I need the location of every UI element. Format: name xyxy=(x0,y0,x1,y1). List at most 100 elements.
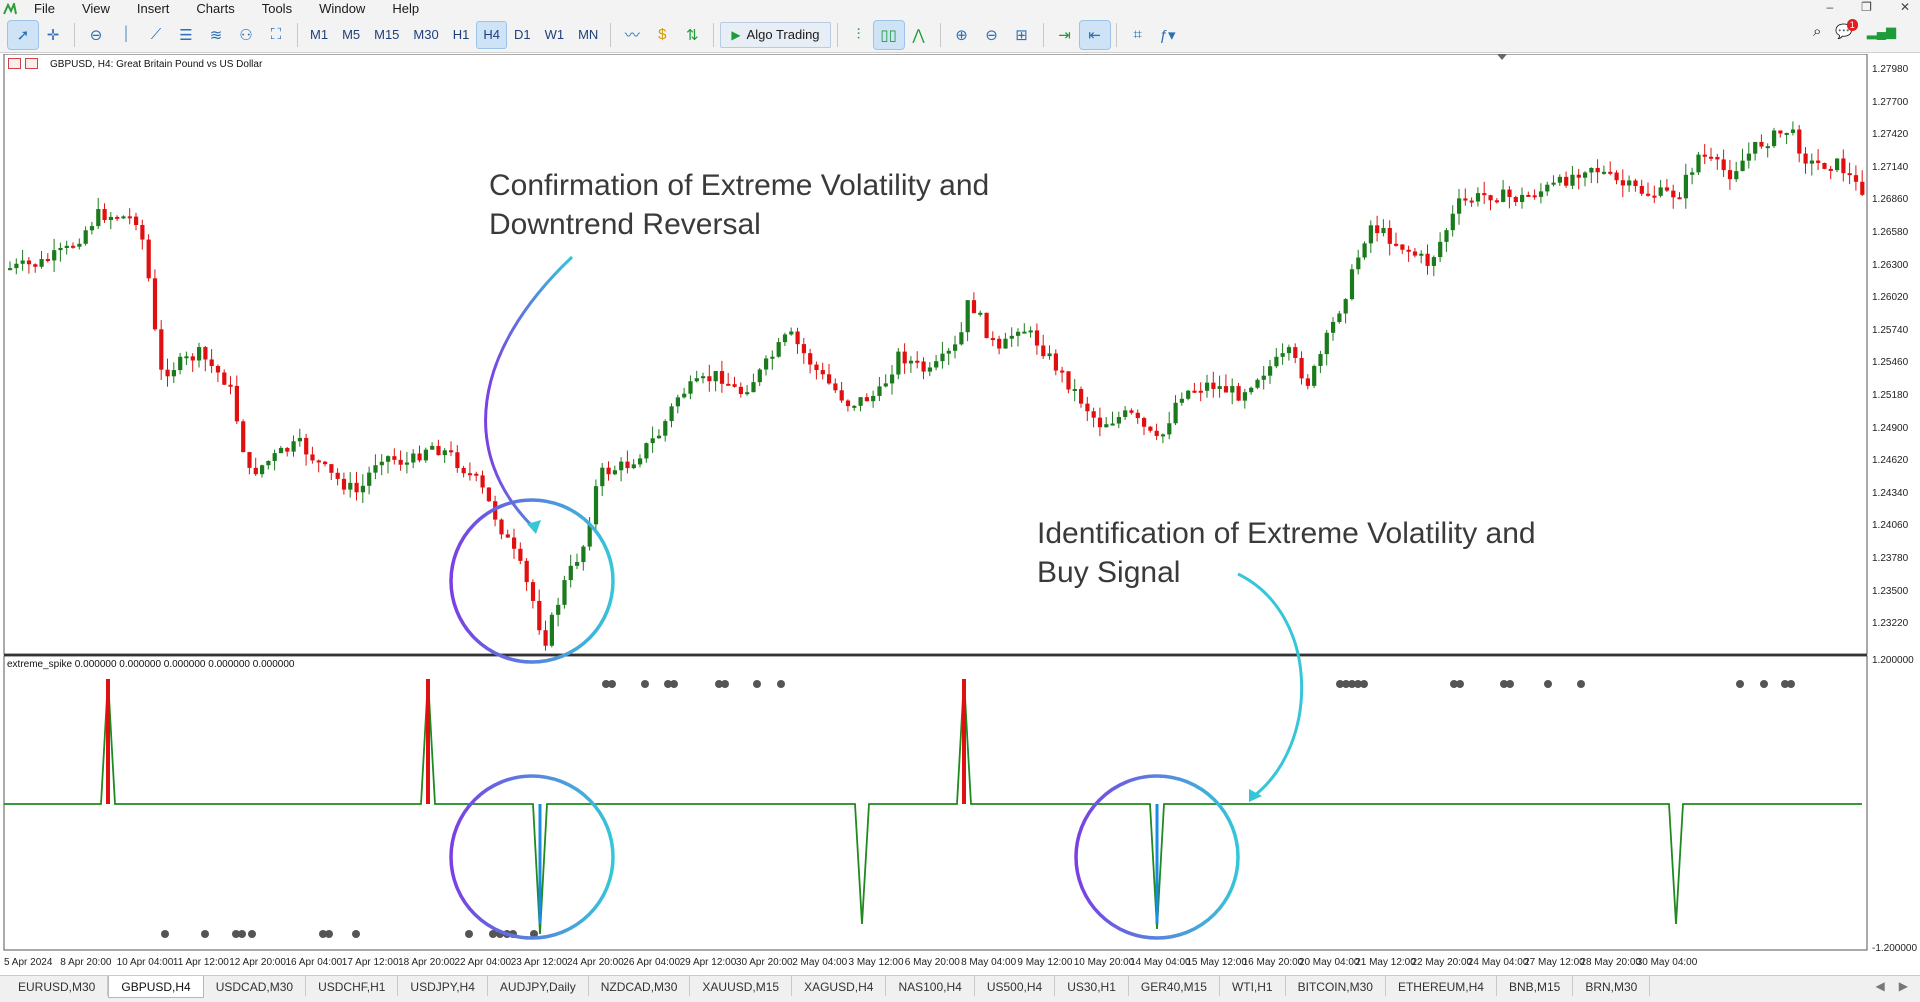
menu-charts[interactable]: Charts xyxy=(196,1,235,16)
chart-tab[interactable]: USDCAD,M30 xyxy=(204,976,307,996)
vertical-line-icon[interactable]: ⏐ xyxy=(121,26,131,43)
candle-body xyxy=(1381,227,1386,234)
restore-icon[interactable]: ❐ xyxy=(1861,0,1872,14)
candle-body xyxy=(1608,171,1613,174)
dollar-icon[interactable]: $ xyxy=(658,26,667,43)
crosshair-icon[interactable]: ✛ xyxy=(46,26,60,44)
screenshot-icon[interactable]: ⌗ xyxy=(1133,26,1142,43)
chart-tab[interactable]: BNB,M15 xyxy=(1497,976,1574,996)
chart-tab[interactable]: AUDJPY,Daily xyxy=(488,976,589,996)
menu-tools[interactable]: Tools xyxy=(261,1,293,16)
chart-tab[interactable]: BITCOIN,M30 xyxy=(1286,976,1386,996)
chevron-left-icon[interactable]: ◀ xyxy=(1875,979,1885,993)
menu-help[interactable]: Help xyxy=(392,1,420,16)
timeframe-d1[interactable]: D1 xyxy=(513,26,531,42)
minimize-icon[interactable]: – xyxy=(1826,0,1834,14)
chart-tab[interactable]: XAUUSD,M15 xyxy=(690,976,793,996)
timeframe-h4[interactable]: H4 xyxy=(476,20,507,49)
menu-window[interactable]: Window xyxy=(319,1,366,16)
signal-dot xyxy=(238,930,246,938)
chart-tab[interactable]: USDJPY,H4 xyxy=(398,976,488,996)
cursor-tool-icon[interactable]: ➚ xyxy=(7,19,39,50)
candle-body xyxy=(1179,398,1184,403)
chart-tab[interactable]: NAS100,H4 xyxy=(886,976,975,996)
candle-body xyxy=(1173,402,1178,424)
chart-shift-icon[interactable]: ⇤ xyxy=(1078,19,1111,50)
candle-body xyxy=(814,364,819,371)
candle-body xyxy=(253,467,258,475)
chevron-right-icon[interactable]: ▶ xyxy=(1898,979,1908,993)
chart-tab[interactable]: EURUSD,M30 xyxy=(6,976,109,996)
chart-tab[interactable]: GER40,M15 xyxy=(1129,976,1220,996)
channel-icon[interactable]: ☰ xyxy=(179,26,193,44)
candle-body xyxy=(997,338,1002,349)
zoom-out-icon[interactable]: ⊖ xyxy=(985,26,998,44)
search-icon[interactable]: ⌕ xyxy=(1812,23,1822,40)
chart-tab[interactable]: US500,H4 xyxy=(975,976,1056,996)
chart-tab[interactable]: GBPUSD,H4 xyxy=(108,976,204,998)
candle-body xyxy=(222,372,227,385)
grid-icon[interactable]: ⊞ xyxy=(1015,26,1028,44)
horizontal-line-icon[interactable]: ⊖ xyxy=(89,26,103,44)
candle-body xyxy=(839,390,844,401)
chart-type-icon[interactable]: 〰 xyxy=(624,27,640,44)
chart-tab[interactable]: NZDCAD,M30 xyxy=(589,976,691,996)
candle-body xyxy=(795,331,800,345)
indicator-tick-label: 1.200000 xyxy=(1872,655,1914,666)
candle-body xyxy=(102,209,107,221)
timeframe-mn[interactable]: MN xyxy=(578,26,599,42)
candle-body xyxy=(1142,418,1147,427)
zoom-in-icon[interactable]: ⊕ xyxy=(955,26,968,44)
timeframe-h1[interactable]: H1 xyxy=(452,26,470,42)
candle-body xyxy=(1564,176,1569,186)
chart-properties-icon[interactable] xyxy=(25,58,38,69)
bar-chart-icon[interactable]: ⫶ xyxy=(856,26,861,43)
candle-body xyxy=(984,312,989,339)
candlestick-icon[interactable]: ▯▯ xyxy=(872,19,905,50)
candle-body xyxy=(1501,189,1506,202)
indicators-icon[interactable]: ƒ▾ xyxy=(1159,26,1176,44)
candle-body xyxy=(1318,354,1323,366)
algo-trading-button[interactable]: ▶ Algo Trading xyxy=(720,21,831,48)
close-icon[interactable]: ✕ xyxy=(1899,0,1910,14)
chart-canvas[interactable] xyxy=(0,54,1920,975)
candle-body xyxy=(1400,244,1405,250)
chart-tab[interactable]: XAGUSD,H4 xyxy=(792,976,887,996)
chart-tab[interactable]: WTI,H1 xyxy=(1220,976,1286,996)
autoscroll-icon[interactable]: ⇥ xyxy=(1058,26,1071,44)
time-tick-label: 8 Apr 20:00 xyxy=(60,957,112,968)
candle-body xyxy=(64,245,69,248)
time-tick-label: 5 Apr 2024 xyxy=(4,957,53,968)
line-chart-icon[interactable]: ⋀ xyxy=(912,26,925,44)
candle-body xyxy=(1646,193,1651,196)
annotation-top: Confirmation of Extreme Volatility and D… xyxy=(489,166,989,244)
notifications-icon[interactable]: 💬 1 xyxy=(1835,19,1858,40)
candle-body xyxy=(530,582,536,601)
candle-body xyxy=(1734,171,1739,180)
one-click-trading-icon[interactable]: ⇅ xyxy=(686,26,699,44)
chart-tab[interactable]: ETHEREUM,H4 xyxy=(1386,976,1497,996)
timeframe-m30[interactable]: M30 xyxy=(413,26,439,42)
timeframe-m5[interactable]: M5 xyxy=(342,26,361,42)
depth-of-market-icon[interactable] xyxy=(8,58,21,69)
candle-body xyxy=(1614,172,1619,181)
timeframe-m1[interactable]: M1 xyxy=(310,26,329,42)
chart-area[interactable]: GBPUSD, H4: Great Britain Pound vs US Do… xyxy=(0,54,1920,975)
chart-tab[interactable]: US30,H1 xyxy=(1055,976,1129,996)
chart-tab[interactable]: BRN,M30 xyxy=(1573,976,1651,996)
price-tick-label: 1.26860 xyxy=(1872,194,1909,206)
menu-view[interactable]: View xyxy=(81,1,110,16)
time-tick-label: 2 May 04:00 xyxy=(792,957,848,968)
fibonacci-icon[interactable]: ≋ xyxy=(209,26,223,44)
shapes-icon[interactable]: ⚇ xyxy=(239,26,253,44)
timeframe-m15[interactable]: M15 xyxy=(374,26,400,42)
menu-file[interactable]: File xyxy=(34,1,55,16)
trendline-icon[interactable]: ⟋ xyxy=(150,26,162,43)
menu-insert[interactable]: Insert xyxy=(136,1,170,16)
chart-tab[interactable]: USDCHF,H1 xyxy=(306,976,399,996)
frame-icon[interactable]: ⛶ xyxy=(270,26,282,43)
candle-body xyxy=(178,356,183,371)
candle-body xyxy=(896,351,901,375)
timeframe-w1[interactable]: W1 xyxy=(544,26,565,42)
candle-body xyxy=(524,560,529,583)
